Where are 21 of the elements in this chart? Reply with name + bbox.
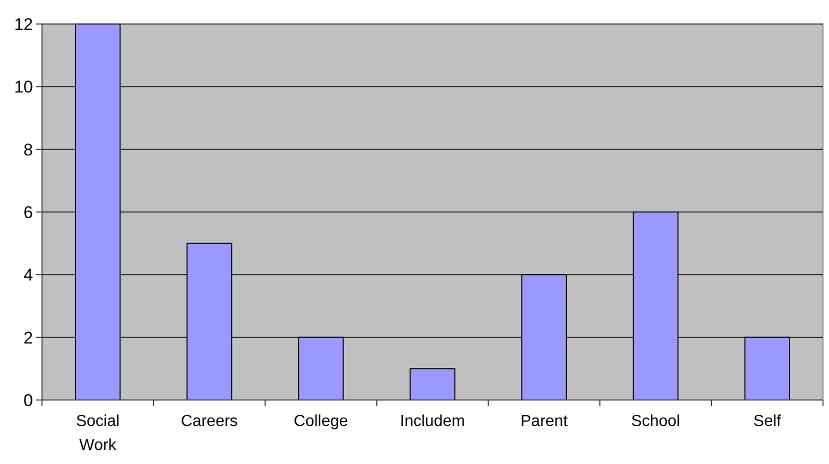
- x-tick-label: Social Work: [76, 413, 120, 454]
- y-tick-label: 0: [24, 390, 33, 410]
- bar: [744, 336, 790, 400]
- y-tick-label: 4: [24, 266, 33, 285]
- x-tick-label: Self: [753, 413, 782, 430]
- bar: [74, 24, 121, 400]
- x-tick-label: School: [631, 413, 680, 430]
- y-tick-label: 2: [24, 328, 33, 348]
- x-tick-label: Includem: [400, 413, 465, 430]
- bar: [410, 368, 456, 400]
- bar: [298, 336, 344, 400]
- x-tick-label: Parent: [520, 413, 568, 430]
- bar: [186, 242, 232, 400]
- y-tick-label: 10: [14, 78, 33, 97]
- y-tick-label: 8: [24, 140, 33, 160]
- bar: [521, 274, 567, 400]
- x-tick-label: College: [294, 413, 348, 430]
- y-tick-label: 6: [24, 202, 33, 222]
- y-tick-label: 12: [14, 14, 33, 34]
- x-tick-label: Careers: [180, 413, 238, 430]
- bar: [632, 212, 678, 400]
